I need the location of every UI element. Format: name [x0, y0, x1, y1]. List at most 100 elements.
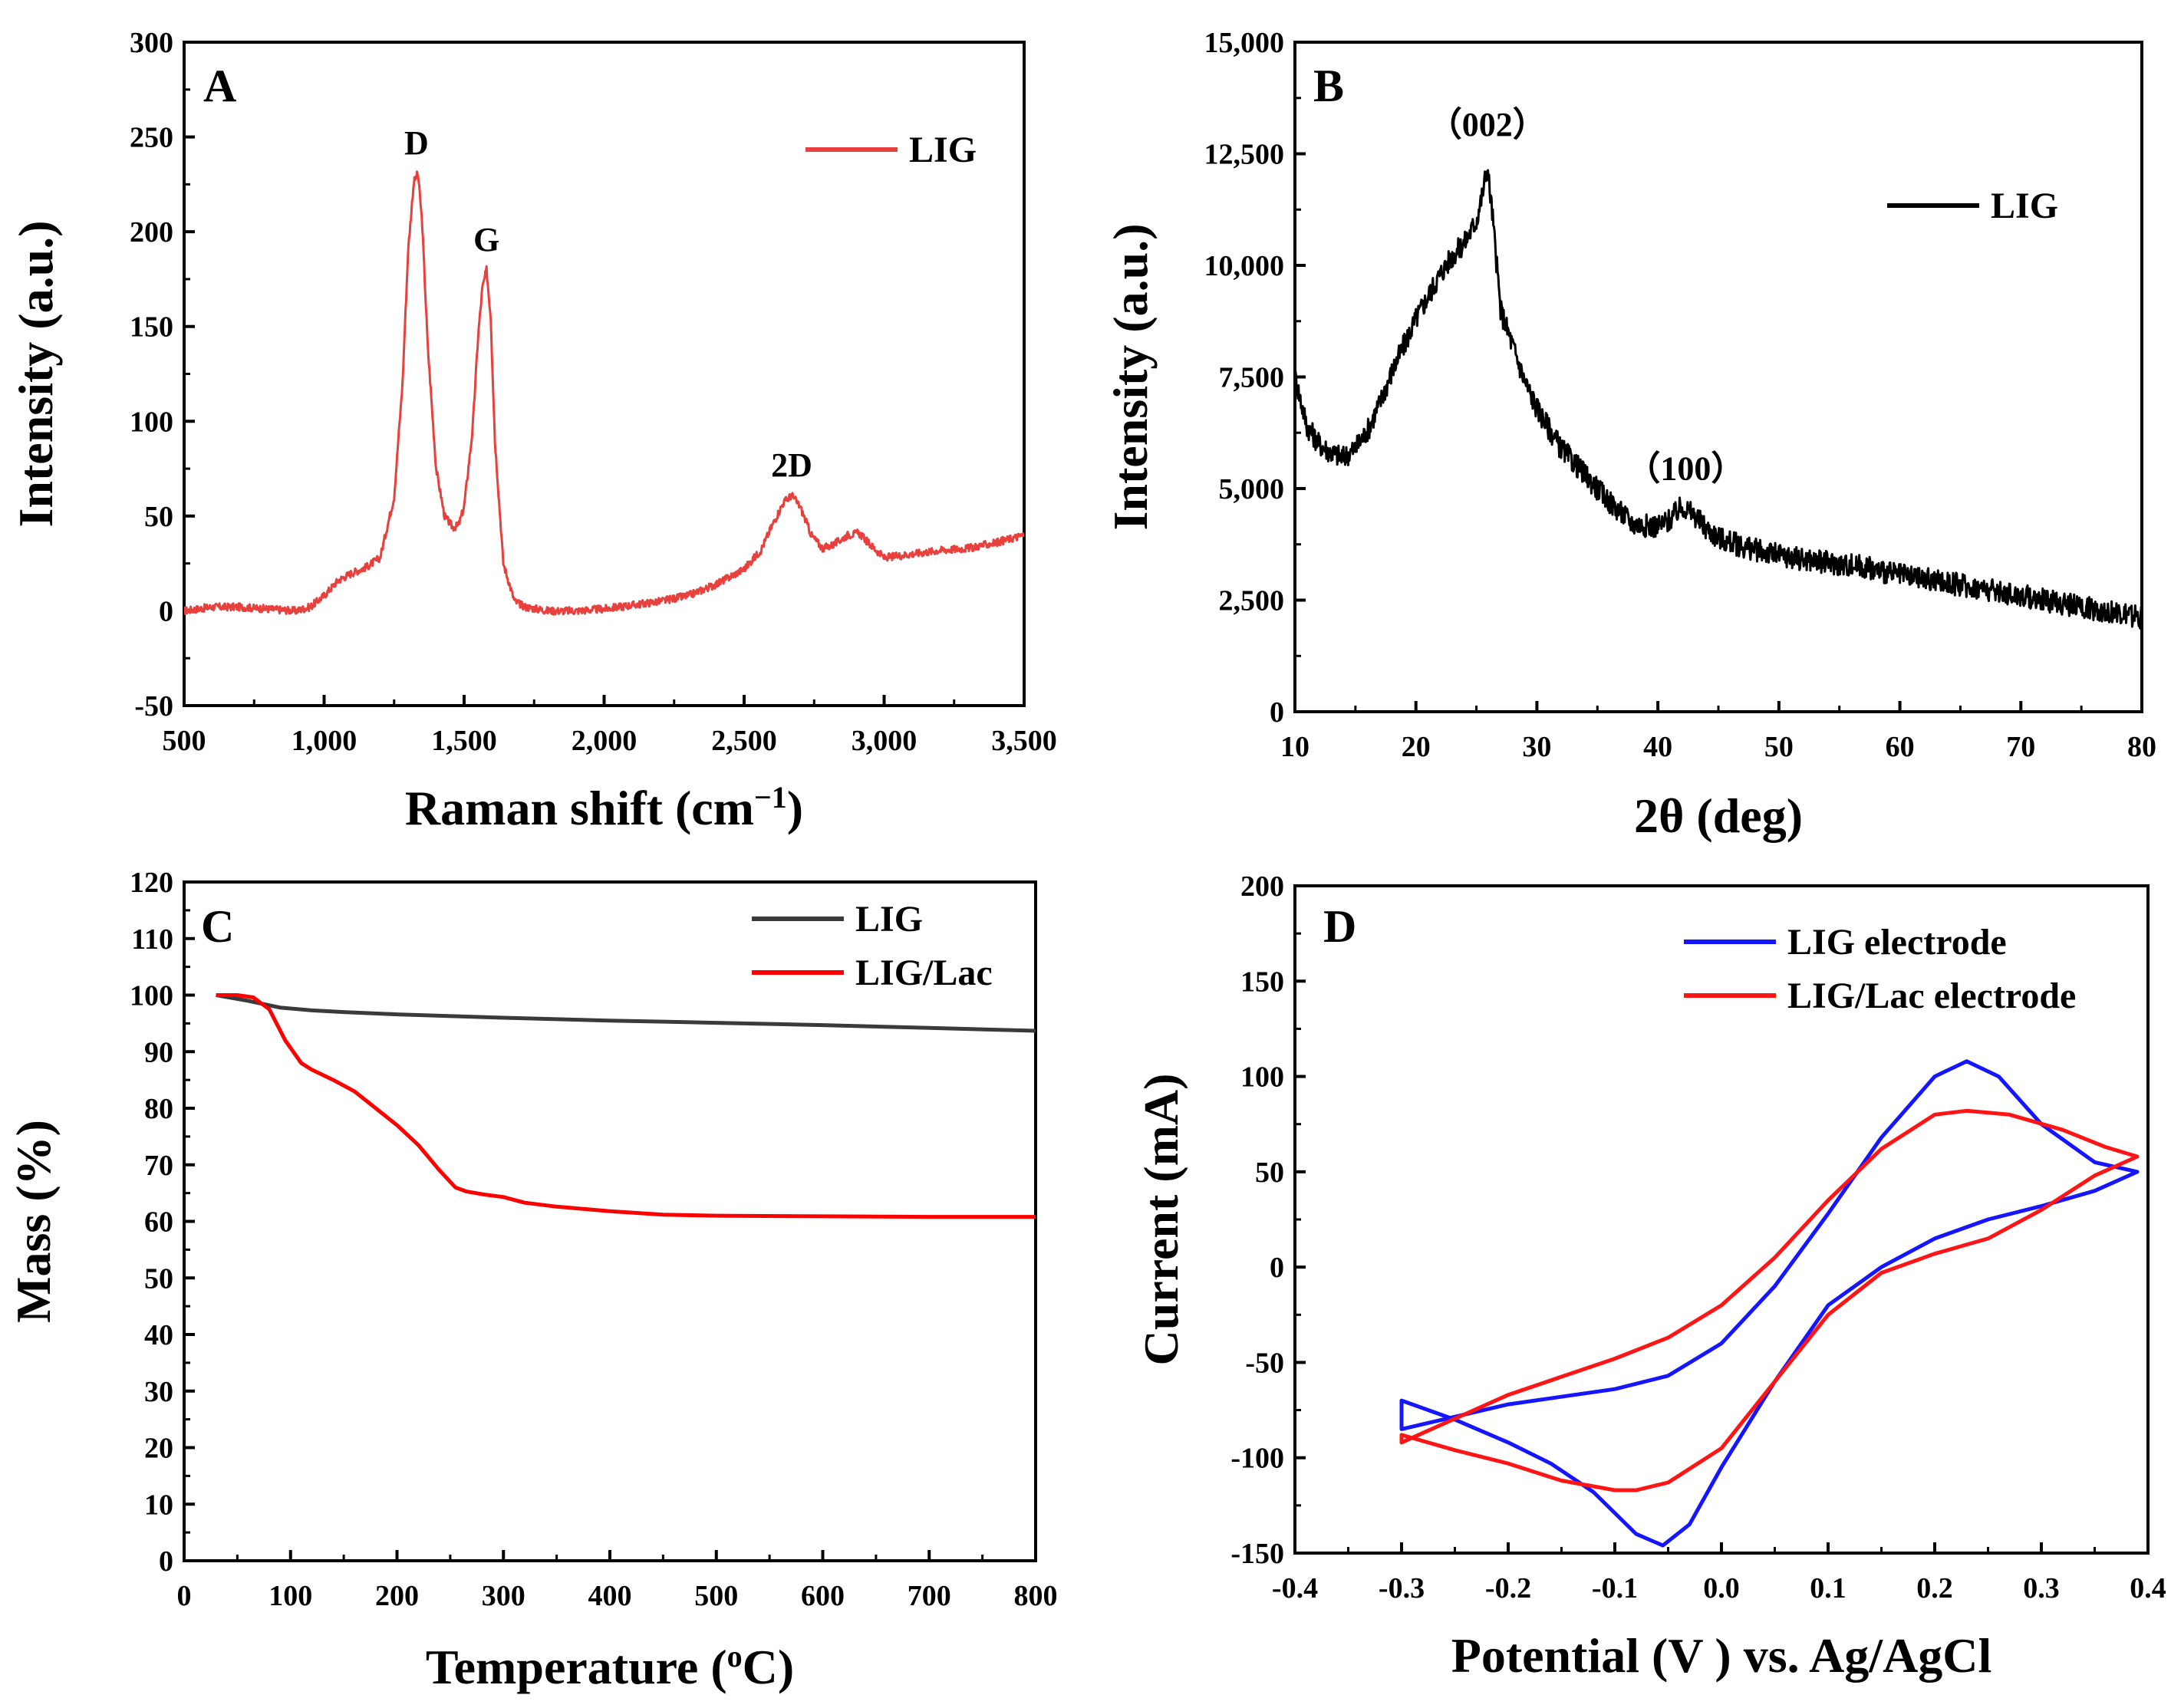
- y-tick-label-d: -50: [1245, 1347, 1284, 1379]
- x-tick-label-b: 80: [2127, 731, 2156, 763]
- peak-annotation-a: 2D: [771, 446, 812, 484]
- x-tick-label-a: 2,500: [711, 725, 777, 757]
- y-tick-label-b: 10,000: [1204, 250, 1285, 282]
- y-tick-label-b: 5,000: [1219, 473, 1285, 505]
- y-axis-label-d: Current (mA): [1134, 1074, 1188, 1366]
- y-tick-label-c: 70: [144, 1150, 173, 1182]
- x-tick-label-b: 60: [1886, 731, 1915, 763]
- x-tick-label-c: 0: [177, 1580, 192, 1612]
- x-tick-label-b: 10: [1280, 731, 1310, 763]
- x-tick-label-a: 500: [163, 725, 206, 757]
- panel-c: 0 100 200 300 400 500 600 700 800 0 10 20 30 40 50 60 70…: [6, 867, 1058, 1694]
- x-tick-label-d: -0.1: [1592, 1572, 1638, 1604]
- x-tick-label-d: 0.0: [1703, 1572, 1740, 1604]
- x-tick-label-d: 0.3: [2023, 1572, 2060, 1604]
- y-tick-label-c: 0: [159, 1545, 173, 1578]
- x-axis-label-d: Potential (V ) vs. Ag/AgCl: [1451, 1628, 1992, 1683]
- legend-label-c: LIG: [855, 899, 923, 940]
- y-tick-label-d: 0: [1270, 1252, 1284, 1284]
- panel-label-d: D: [1323, 901, 1356, 952]
- x-tick-label-a: 3,500: [991, 725, 1057, 757]
- y-tick-label-a: -50: [134, 690, 173, 722]
- series-line-d-lig-electrode: [1399, 1059, 2140, 1548]
- peak-annotation-a: D: [404, 124, 429, 162]
- x-tick-label-c: 200: [375, 1580, 419, 1612]
- x-tick-label-d: 0.4: [2130, 1572, 2166, 1604]
- y-tick-label-d: 50: [1255, 1157, 1284, 1189]
- x-axis-label-b: 2θ (deg): [1634, 788, 1803, 843]
- panel-label-a: A: [203, 61, 236, 111]
- x-tick-label-a: 1,500: [431, 725, 497, 757]
- y-tick-label-a: 300: [130, 27, 173, 59]
- x-tick-label-b: 30: [1522, 731, 1551, 763]
- series-line-c-lig-lac: [216, 993, 1036, 1219]
- panel-a: 500 1,000 1,500 2,000 2,500 3,000 3,500 -50 0 50 1…: [8, 27, 1057, 835]
- y-tick-label-b: 2,500: [1219, 585, 1285, 617]
- y-tick-label-b: 0: [1270, 696, 1284, 729]
- series-line-b-lig: [1295, 169, 2142, 630]
- panel-label-c: C: [201, 901, 234, 952]
- x-tick-label-b: 40: [1643, 731, 1672, 763]
- x-tick-label-d: -0.3: [1379, 1572, 1425, 1604]
- y-tick-label-d: 150: [1240, 966, 1284, 998]
- x-tick-label-d: -0.2: [1485, 1572, 1531, 1604]
- x-tick-label-b: 70: [2006, 731, 2035, 763]
- legend-label-c: LIG/Lac: [855, 953, 993, 993]
- y-tick-label-a: 250: [130, 122, 173, 154]
- y-tick-label-c: 110: [131, 923, 173, 956]
- y-tick-label-a: 150: [130, 311, 173, 344]
- x-tick-label-c: 600: [801, 1580, 845, 1612]
- y-tick-label-c: 100: [130, 980, 173, 1012]
- y-tick-label-c: 80: [144, 1093, 173, 1125]
- y-tick-label-d: -150: [1230, 1538, 1284, 1570]
- y-tick-label-c: 20: [144, 1433, 173, 1465]
- y-tick-label-c: 50: [144, 1262, 173, 1295]
- series-line-c-lig: [216, 993, 1036, 1033]
- x-tick-label-c: 700: [908, 1580, 951, 1612]
- peak-annotation-b: （100）: [1626, 449, 1744, 487]
- y-tick-label-c: 60: [144, 1206, 173, 1239]
- y-axis-label-c: Mass (%): [6, 1120, 61, 1323]
- y-tick-label-c: 90: [144, 1036, 173, 1068]
- legend-label-d: LIG electrode: [1787, 922, 2007, 963]
- peak-annotation-a: G: [473, 221, 499, 258]
- y-tick-label-c: 10: [144, 1489, 173, 1521]
- panel-d: -0.4 -0.3 -0.2 -0.1 0.0 0.1 0.2 0.3 0.4 -150 -100 -…: [1134, 870, 2166, 1683]
- x-tick-label-d: 0.2: [1916, 1572, 1953, 1604]
- x-tick-label-d: -0.4: [1272, 1572, 1318, 1604]
- x-tick-label-b: 20: [1402, 731, 1431, 763]
- x-tick-label-c: 500: [694, 1580, 738, 1612]
- x-tick-label-c: 400: [588, 1580, 632, 1612]
- x-tick-label-a: 3,000: [852, 725, 917, 757]
- y-axis-label-a: Intensity (a.u.): [8, 220, 63, 527]
- y-tick-label-d: -100: [1230, 1443, 1284, 1475]
- y-tick-label-b: 7,500: [1219, 362, 1285, 394]
- x-tick-label-a: 1,000: [292, 725, 357, 757]
- x-tick-label-c: 800: [1014, 1580, 1058, 1612]
- x-tick-label-c: 300: [482, 1580, 525, 1612]
- y-tick-label-a: 100: [130, 406, 173, 438]
- x-tick-label-c: 100: [268, 1580, 312, 1612]
- y-tick-label-d: 200: [1240, 870, 1284, 903]
- series-line-d-lig-lac-electrode: [1399, 1108, 2140, 1492]
- y-tick-label-c: 30: [144, 1376, 173, 1408]
- y-tick-label-b: 12,500: [1204, 139, 1285, 171]
- x-axis-label-a: Raman shift (cm−1): [405, 780, 803, 836]
- y-tick-label-b: 15,000: [1204, 27, 1285, 59]
- x-tick-label-a: 2,000: [572, 725, 637, 757]
- y-tick-label-a: 200: [130, 216, 173, 248]
- series-line-a-lig: [184, 170, 1024, 616]
- legend-label-a: LIG: [909, 130, 977, 170]
- panel-b: 10 20 30 40 50 60 70 80 0 2,500 5,000 7,500 10,000 12…: [1103, 27, 2156, 843]
- y-tick-label-c: 120: [130, 867, 173, 899]
- legend-label-b: LIG: [1991, 186, 2058, 226]
- y-tick-label-d: 100: [1240, 1061, 1284, 1094]
- y-tick-label-a: 50: [144, 501, 173, 533]
- peak-annotation-b: （002）: [1428, 106, 1547, 143]
- panel-label-b: B: [1313, 61, 1344, 111]
- y-axis-label-b: Intensity (a.u.): [1103, 223, 1158, 530]
- x-tick-label-b: 50: [1764, 731, 1794, 763]
- legend-label-d: LIG/Lac electrode: [1787, 976, 2076, 1016]
- y-tick-label-a: 0: [159, 595, 173, 627]
